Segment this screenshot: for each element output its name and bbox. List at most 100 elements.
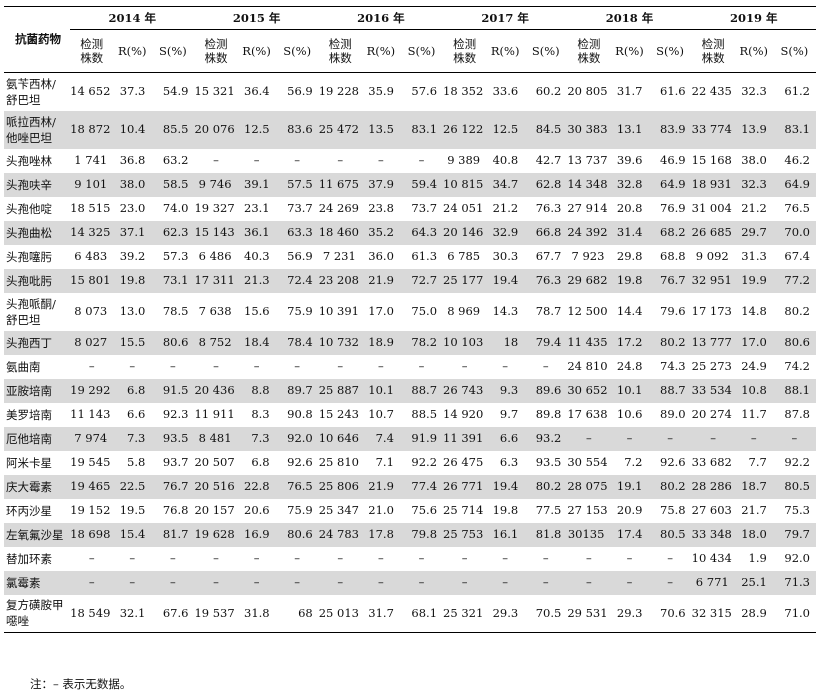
resistance-rate-cell: 10.8 [734, 378, 773, 403]
resistance-rate-cell: – [253, 551, 260, 565]
table-row: 氨曲南 – – – – – – – – – – – – 24 810 24.8 74.3 25 273 24.9 7… [4, 355, 816, 379]
resistance-rate-cell: 10.7 [368, 407, 394, 421]
drug-name-cell: 头孢他啶 [6, 201, 52, 216]
resistance-rate-cell: 21.0 [368, 503, 394, 517]
sample-count-cell: 8 481 [194, 426, 238, 451]
resistance-rate-header: R(%) [486, 29, 525, 73]
susceptibility-rate-cell: 75.9 [287, 503, 313, 517]
susceptibility-rate-cell: 92.2 [784, 455, 810, 469]
resistance-rate-cell: 31.7 [616, 84, 643, 99]
susceptibility-rate-cell: 76.3 [524, 268, 568, 293]
table-row: 庆大霉素 19 465 22.5 76.7 20 516 22.8 76.5 25 806 21… [4, 474, 816, 499]
resistance-rate-cell: – [610, 570, 649, 595]
resistance-rate-cell: 19.1 [610, 474, 649, 499]
sample-count-header: 检测株数 [70, 29, 114, 73]
drug-name-cell: 环丙沙星 [6, 503, 52, 518]
resistance-rate-cell: 21.2 [492, 201, 519, 215]
sample-count-cell: 17 311 [194, 268, 238, 293]
table-row: 美罗培南 11 143 6.6 92.3 11 911 8.3 90.8 15 243 10.7… [4, 403, 816, 427]
resistance-rate-cell: 21.2 [741, 201, 767, 215]
susceptibility-rate-cell: 73.1 [151, 268, 195, 293]
sample-count-cell: 19 628 [194, 522, 238, 547]
susceptibility-rate-cell: 78.2 [399, 330, 444, 355]
resistance-rate-cell: 39.2 [119, 249, 146, 263]
sample-count-cell: 7 231 [322, 249, 356, 263]
susceptibility-rate-cell: 80.6 [275, 522, 319, 547]
susceptibility-rate-cell: 83.9 [648, 110, 692, 149]
year-header: 2016 年 [318, 6, 444, 30]
sample-count-cell: 18 872 [70, 110, 114, 149]
susceptibility-rate-cell: 88.5 [411, 407, 438, 421]
susceptibility-rate-cell: 93.7 [162, 455, 189, 469]
sample-count-cell: 6 785 [447, 249, 481, 263]
sample-count-cell: – [461, 551, 468, 565]
table-header: 抗菌药物 2014 年 2015 年 2016 年 2017 年 2018 年 … [4, 6, 816, 73]
sample-count-cell: 11 143 [70, 407, 111, 421]
susceptibility-rate-cell: 56.9 [287, 84, 313, 99]
resistance-rate-cell: 20.6 [244, 503, 270, 517]
resistance-rate-header: R(%) [237, 29, 276, 73]
sample-count-cell: 8 027 [70, 330, 114, 355]
susceptibility-rate-cell: 71.0 [772, 594, 816, 633]
sample-count-cell: 9 101 [70, 172, 114, 197]
susceptibility-rate-cell: 88.7 [399, 378, 444, 403]
sample-count-cell: 25 714 [443, 503, 484, 517]
resistance-rate-cell: 24.9 [741, 359, 767, 373]
sample-count-header-label: 检测株数 [701, 36, 725, 65]
sample-count-cell: 19 537 [194, 594, 238, 633]
sample-count-cell: 18 698 [70, 522, 114, 547]
susceptibility-rate-cell: 90.8 [287, 407, 313, 421]
sample-count-cell: 9 092 [695, 249, 729, 263]
resistance-rate-cell: 24.8 [616, 359, 643, 373]
susceptibility-rate-cell: 57.6 [411, 84, 438, 99]
year-header: 2019 年 [691, 6, 816, 30]
susceptibility-rate-header: S(%) [772, 29, 816, 73]
sample-count-cell: 26 475 [443, 455, 484, 469]
susceptibility-rate-cell: 77.4 [399, 474, 444, 499]
sample-count-cell: – [567, 426, 611, 451]
susceptibility-rate-header: S(%) [275, 29, 319, 73]
susceptibility-rate-header-label: S(%) [158, 43, 187, 58]
susceptibility-rate-cell: 81.8 [524, 522, 568, 547]
sample-count-cell: – [337, 153, 344, 167]
sample-count-cell: – [586, 551, 592, 565]
susceptibility-rate-cell: – [170, 359, 176, 373]
sample-count-cell: 10 815 [443, 172, 487, 197]
sample-count-header-label: 检测株数 [328, 36, 352, 65]
susceptibility-rate-cell: 70.6 [648, 594, 692, 633]
sample-count-cell: 20 436 [194, 378, 238, 403]
table-row: 头孢呋辛 9 101 38.0 58.5 9 746 39.1 57.5 11 675 37.9… [4, 172, 816, 197]
resistance-rate-cell: 21.9 [361, 268, 400, 293]
susceptibility-rate-cell: 89.0 [660, 407, 686, 421]
susceptibility-rate-cell: 76.7 [151, 474, 195, 499]
sample-count-cell: 8 073 [74, 304, 108, 318]
susceptibility-rate-cell: 93.5 [151, 426, 195, 451]
susceptibility-rate-cell: 70.0 [772, 220, 816, 245]
resistance-rate-cell: 33.6 [492, 84, 519, 99]
resistance-rate-cell: 7.4 [361, 426, 400, 451]
sample-count-cell: 24 810 [567, 359, 608, 373]
susceptibility-rate-cell: 75.6 [411, 503, 438, 517]
sample-count-cell: 7 974 [70, 426, 114, 451]
year-header: 2014 年 [70, 6, 195, 30]
sample-count-cell: 14 652 [70, 84, 111, 99]
sample-count-cell: 15 243 [318, 407, 359, 421]
sample-count-cell: 19 545 [70, 455, 111, 469]
sample-count-cell: 24 269 [318, 201, 359, 215]
susceptibility-rate-cell: 88.1 [772, 378, 816, 403]
resistance-rate-cell: – [502, 551, 509, 565]
drug-name-cell: 头孢西丁 [4, 330, 71, 355]
resistance-rate-cell: 32.8 [610, 172, 649, 197]
susceptibility-rate-cell: 80.2 [648, 330, 692, 355]
resistance-rate-cell: 32.3 [734, 172, 773, 197]
sample-count-cell: 10 103 [443, 330, 487, 355]
sample-count-cell: 26 122 [443, 110, 487, 149]
susceptibility-rate-cell: 68 [275, 594, 319, 633]
resistance-rate-cell: 9.7 [499, 407, 519, 421]
table-row: 哌拉西林/他唑巴坦 18 872 10.4 85.5 20 076 12.5 83.6 25 … [4, 110, 816, 149]
sample-count-cell: 33 774 [691, 110, 735, 149]
sample-count-header: 检测株数 [194, 29, 238, 73]
sample-count-cell: 26 743 [443, 378, 487, 403]
resistance-rate-cell: 37.1 [113, 220, 152, 245]
